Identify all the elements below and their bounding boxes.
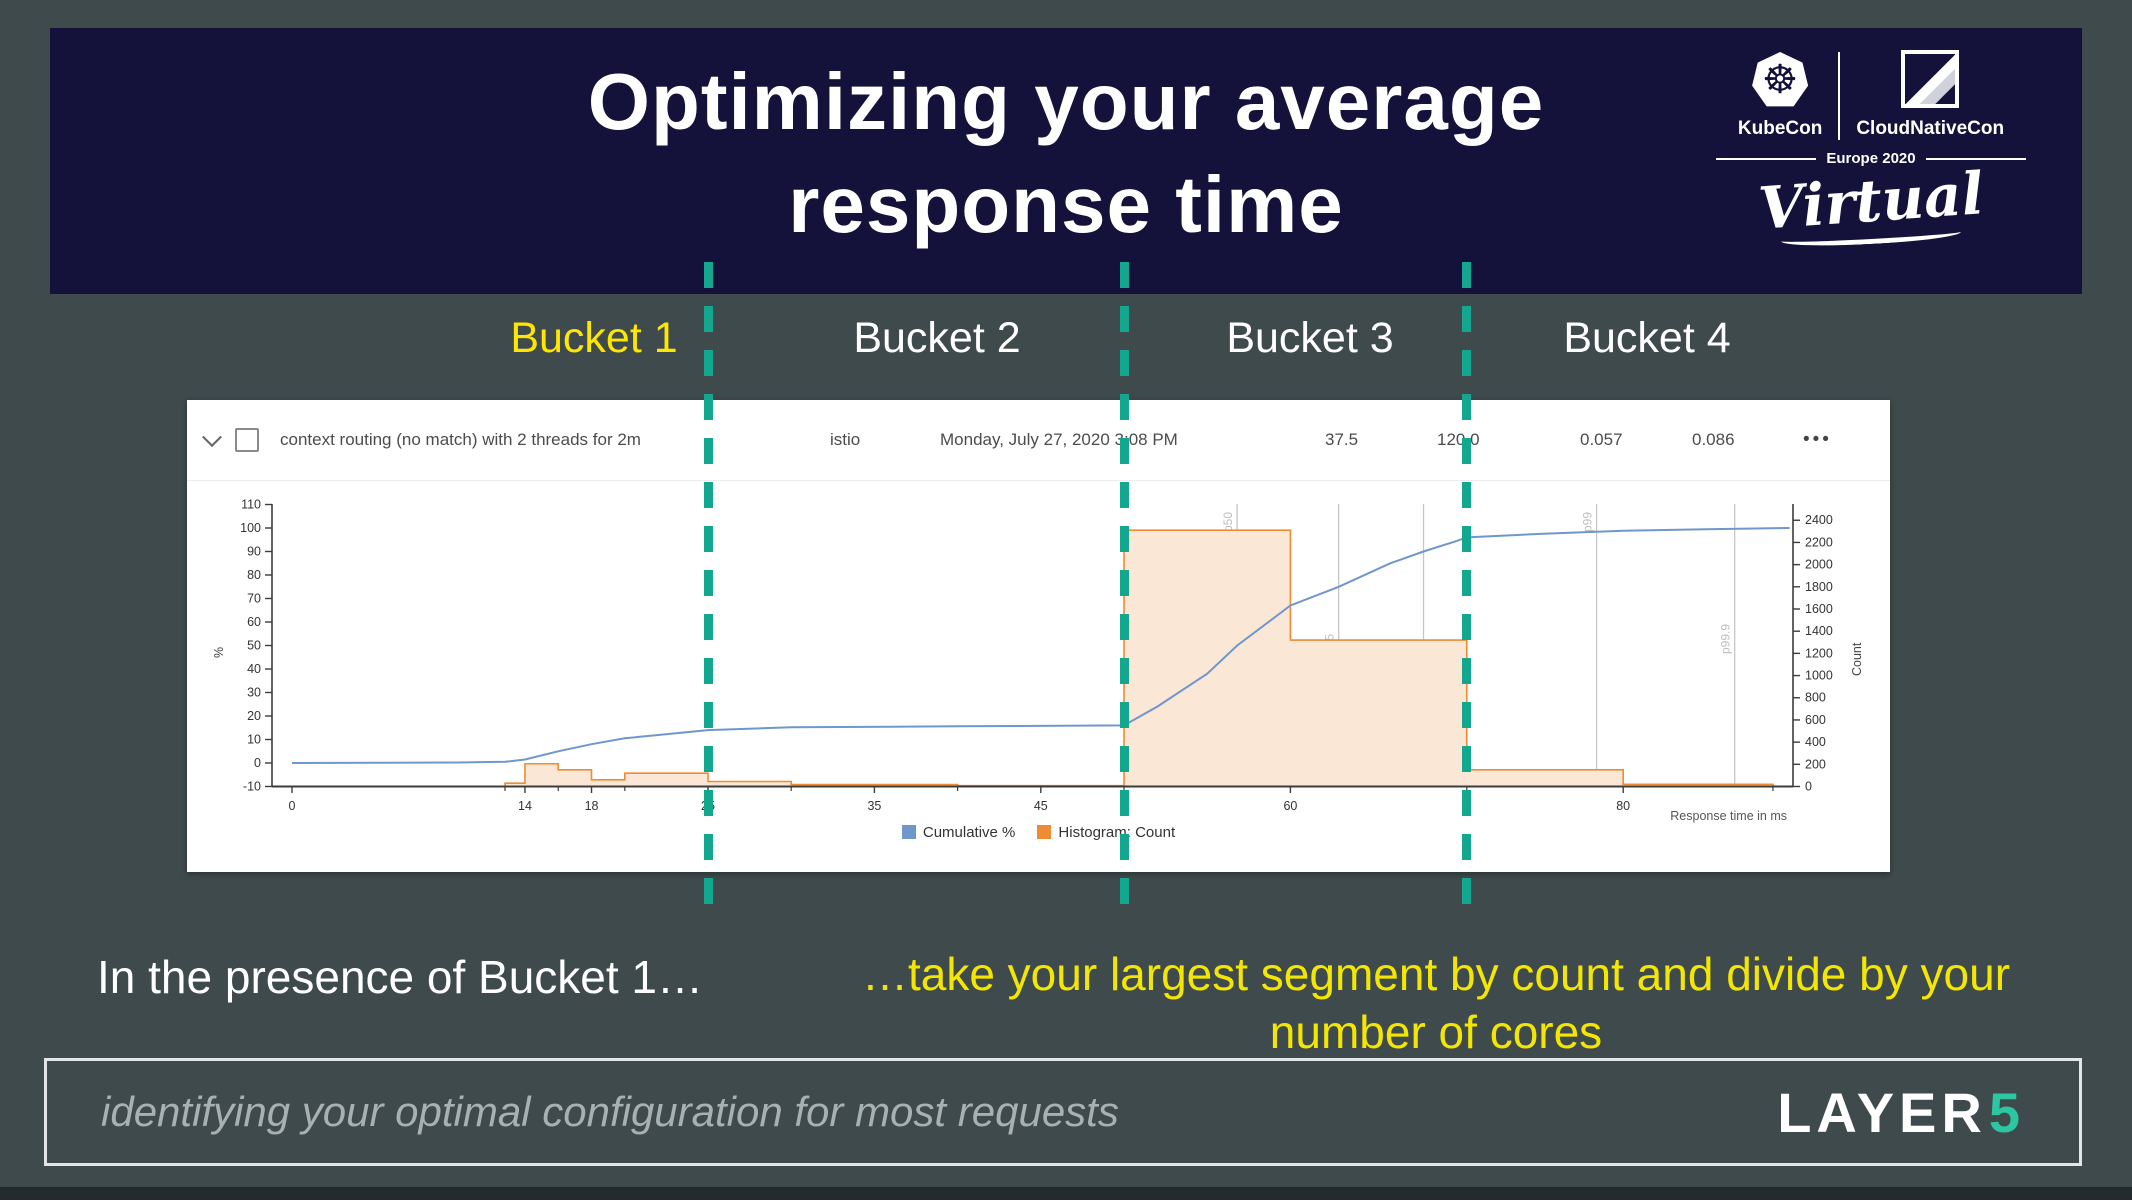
chart-legend: Cumulative % Histogram: Count [187,824,1890,841]
svg-text:%: % [212,647,226,658]
svg-text:2200: 2200 [1805,535,1833,549]
cloudnativecon-label: CloudNativeCon [1856,118,2005,139]
bucket-divider-dashed-line [703,262,713,907]
svg-text:800: 800 [1805,691,1826,705]
footer-tagline: identifying your optimal configuration f… [101,1088,1119,1135]
svg-text:400: 400 [1805,735,1826,749]
svg-text:80: 80 [247,568,261,582]
svg-text:1200: 1200 [1805,646,1833,660]
svg-text:1400: 1400 [1805,624,1833,638]
svg-text:p99: p99 [1581,512,1595,532]
bucket-2-label: Bucket 2 [853,314,1021,362]
legend-swatch-icon [901,825,916,839]
svg-text:p99.9: p99.9 [1719,624,1733,654]
title-line-1: Optimizing your average [587,57,1545,146]
latency-histogram-chart: p50p75p90p99p99.9-1001020304050607080901… [212,498,1864,824]
performance-result-panel: context routing (no match) with 2 thread… [187,400,1890,872]
svg-text:2000: 2000 [1805,558,1833,572]
result-row: context routing (no match) with 2 thread… [187,400,1890,481]
svg-text:1800: 1800 [1805,580,1833,594]
layer5-word: LAYER [1777,1080,1987,1144]
svg-text:20: 20 [247,709,261,723]
bucket-3-label: Bucket 3 [1226,314,1394,362]
svg-text:30: 30 [247,686,261,700]
svg-text:0: 0 [289,799,296,813]
bucket-divider-dashed-line [1119,262,1129,907]
legend-item[interactable]: Histogram: Count [1037,824,1175,841]
svg-text:-10: -10 [243,780,261,794]
layer5-digit: 5 [1988,1080,2025,1144]
caption-right: …take your largest segment by count and … [861,948,2011,1058]
footer-bar: identifying your optimal configuration f… [44,1058,2082,1166]
mesh-name: istio [830,430,861,449]
svg-text:1600: 1600 [1805,602,1833,616]
svg-text:110: 110 [241,498,261,512]
svg-text:200: 200 [1805,757,1826,771]
svg-text:40: 40 [247,662,261,676]
svg-text:35: 35 [867,799,881,813]
header-banner: Optimizing your average response time ☸ … [50,28,2082,294]
bucket-1-label: Bucket 1 [510,314,678,362]
svg-text:50: 50 [247,639,261,653]
badge-divider [1838,52,1841,140]
bucket-4-label: Bucket 4 [1563,314,1731,362]
p99-value: 0.086 [1692,430,1735,449]
svg-text:600: 600 [1805,713,1826,727]
timestamp: Monday, July 27, 2020 3:08 PM [940,430,1178,449]
svg-text:1000: 1000 [1805,669,1833,683]
title-line-2: response time [788,160,1344,250]
svg-text:100: 100 [240,521,261,535]
svg-text:60: 60 [247,615,261,629]
svg-text:45: 45 [1034,799,1048,813]
svg-text:p50: p50 [1221,512,1235,532]
svg-text:2400: 2400 [1805,513,1833,527]
svg-text:80: 80 [1616,799,1630,813]
svg-text:60: 60 [1283,799,1297,813]
svg-text:0: 0 [254,756,261,770]
kubernetes-wheel-icon: ☸ [1752,52,1809,107]
event-badge: ☸ KubeCon CloudNativeCon Europe 2020 Vir… [1716,50,2026,249]
legend-item[interactable]: Cumulative % [901,824,1016,841]
bucket-divider-dashed-line [1462,262,1472,907]
svg-text:90: 90 [247,545,261,559]
edition-label: Europe 2020 [1826,150,1916,167]
svg-text:Response time in ms: Response time in ms [1670,809,1787,823]
legend-label: Histogram: Count [1058,824,1176,841]
edition-row: Europe 2020 [1716,150,2026,167]
legend-label: Cumulative % [922,824,1016,841]
svg-text:10: 10 [247,733,261,747]
row-checkbox[interactable] [235,428,259,452]
cncf-icon [1901,50,1960,108]
qps-value: 37.5 [1325,430,1359,449]
svg-text:14: 14 [518,799,532,813]
test-name: context routing (no match) with 2 thread… [280,430,641,449]
svg-text:0: 0 [1805,780,1812,794]
legend-swatch-icon [1037,825,1052,839]
more-options-icon[interactable]: ••• [1803,429,1832,450]
cloudnativecon-block: CloudNativeCon [1856,50,2004,140]
kubecon-label: KubeCon [1737,118,1823,139]
svg-text:18: 18 [585,799,599,813]
page-title: Optimizing your average response time [50,50,2082,256]
layer5-logo: LAYER5 [1777,1080,2025,1145]
kubecon-block: ☸ KubeCon [1738,52,1822,140]
svg-text:Count: Count [1850,642,1864,676]
p50-value: 0.057 [1580,430,1623,449]
bottom-edge-strip [0,1187,2132,1200]
svg-text:70: 70 [247,592,261,606]
caption-left: In the presence of Bucket 1… [97,951,704,1003]
